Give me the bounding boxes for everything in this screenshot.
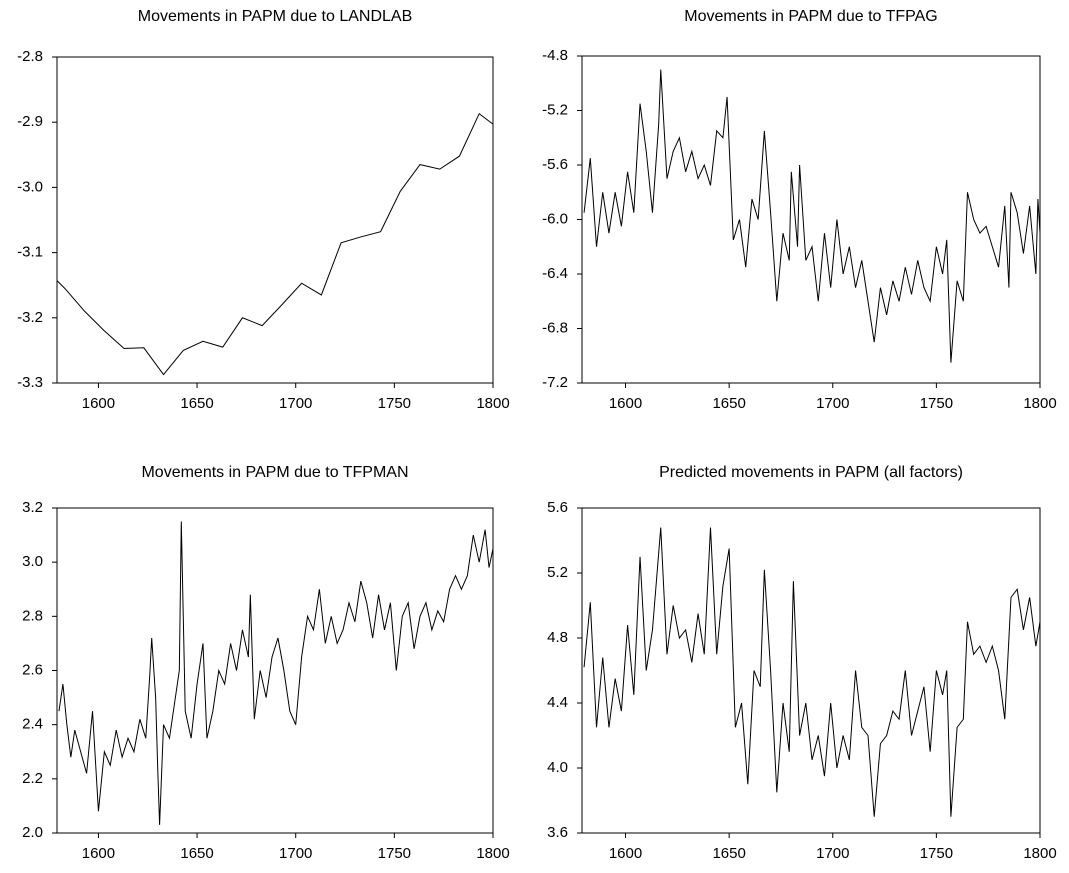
y-tick-label: -3.3: [17, 374, 43, 391]
y-tick-label: 2.0: [22, 824, 43, 841]
x-tick-label: 1750: [920, 395, 953, 412]
y-tick-label: -6.4: [542, 265, 568, 282]
chart-title: Movements in PAPM due to LANDLAB: [138, 8, 413, 25]
data-line: [58, 521, 494, 825]
y-tick-label: 4.4: [547, 694, 568, 711]
y-tick-label: 3.0: [22, 553, 43, 570]
x-tick-label: 1800: [476, 395, 509, 412]
x-tick-label: 1650: [712, 845, 745, 862]
chart-title: Movements in PAPM due to TFPMAN: [141, 464, 408, 481]
data-line: [56, 112, 494, 376]
y-tick-label: 2.6: [22, 661, 43, 678]
y-tick-label: 2.8: [22, 607, 43, 624]
y-tick-label: -3.0: [17, 178, 43, 195]
y-tick-label: -2.8: [17, 48, 43, 65]
y-tick-label: -5.6: [542, 156, 568, 173]
x-tick-label: 1800: [476, 845, 509, 862]
y-tick-label: 4.0: [547, 759, 568, 776]
chart-title: Movements in PAPM due to TFPAG: [684, 8, 937, 25]
x-tick-label: 1650: [712, 395, 745, 412]
x-tick-label: 1600: [609, 395, 642, 412]
x-tick-label: 1600: [82, 845, 115, 862]
y-tick-label: 5.6: [547, 499, 568, 516]
y-tick-label: 3.2: [22, 499, 43, 516]
y-tick-label: -7.2: [542, 374, 568, 391]
x-tick-label: 1600: [82, 395, 115, 412]
plot-frame: [581, 55, 1041, 384]
plot-frame: [56, 507, 494, 834]
x-tick-label: 1700: [279, 395, 312, 412]
x-tick-label: 1700: [279, 845, 312, 862]
y-tick-label: 2.4: [22, 716, 43, 733]
x-tick-label: 1800: [1023, 395, 1056, 412]
y-tick-label: -3.1: [17, 244, 43, 261]
x-tick-label: 1650: [180, 845, 213, 862]
y-tick-label: 2.2: [22, 770, 43, 787]
plot-frame: [56, 56, 494, 384]
x-tick-label: 1750: [920, 845, 953, 862]
x-tick-label: 1800: [1023, 845, 1056, 862]
x-tick-label: 1600: [609, 845, 642, 862]
plot-frame: [581, 507, 1041, 834]
y-tick-label: -6.8: [542, 319, 568, 336]
x-tick-label: 1750: [378, 845, 411, 862]
y-tick-label: -4.8: [542, 47, 568, 64]
y-tick-label: -6.0: [542, 210, 568, 227]
y-tick-label: -3.2: [17, 309, 43, 326]
y-tick-label: -5.2: [542, 101, 568, 118]
y-tick-label: -2.9: [17, 113, 43, 130]
y-tick-label: 3.6: [547, 824, 568, 841]
chart-title: Predicted movements in PAPM (all factors…: [659, 464, 963, 481]
x-tick-label: 1700: [816, 395, 849, 412]
x-tick-label: 1650: [180, 395, 213, 412]
data-line: [583, 69, 1041, 363]
data-line: [583, 527, 1041, 817]
y-tick-label: 5.2: [547, 564, 568, 581]
y-tick-label: 4.8: [547, 629, 568, 646]
x-tick-label: 1700: [816, 845, 849, 862]
x-tick-label: 1750: [378, 395, 411, 412]
